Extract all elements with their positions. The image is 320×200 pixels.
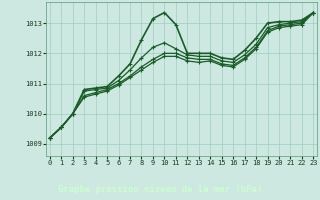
Text: Graphe pression niveau de la mer (hPa): Graphe pression niveau de la mer (hPa) bbox=[58, 185, 262, 194]
